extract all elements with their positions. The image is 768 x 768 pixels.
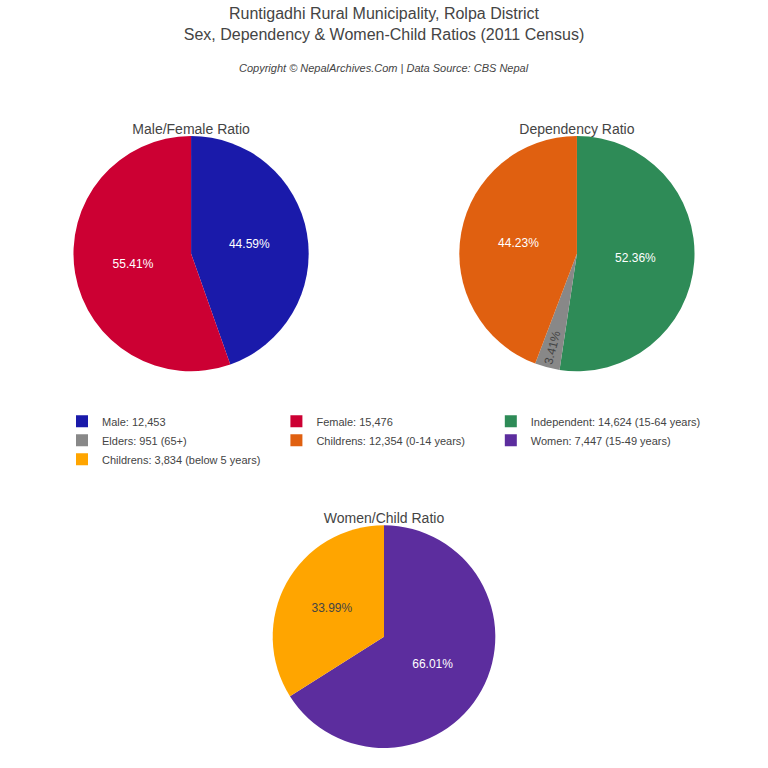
svg-text:Copyright © NepalArchives.Com: Copyright © NepalArchives.Com | Data Sou… — [239, 62, 529, 74]
svg-text:3.41%: 3.41% — [541, 329, 564, 366]
svg-text:44.23%: 44.23% — [498, 236, 539, 250]
svg-text:Dependency Ratio: Dependency Ratio — [519, 121, 634, 137]
svg-text:44.59%: 44.59% — [229, 237, 270, 251]
svg-text:55.41%: 55.41% — [113, 257, 154, 271]
svg-text:Childrens: 3,834 (below 5 year: Childrens: 3,834 (below 5 years) — [102, 454, 260, 466]
svg-text:Elders: 951 (65+): Elders: 951 (65+) — [102, 435, 187, 447]
svg-text:Women/Child Ratio: Women/Child Ratio — [324, 510, 445, 526]
svg-text:Women: 7,447 (15-49 years): Women: 7,447 (15-49 years) — [531, 435, 671, 447]
svg-text:Female: 15,476: Female: 15,476 — [316, 416, 392, 428]
svg-text:Childrens: 12,354 (0-14 years): Childrens: 12,354 (0-14 years) — [316, 435, 465, 447]
svg-text:66.01%: 66.01% — [412, 657, 453, 671]
svg-text:52.36%: 52.36% — [615, 251, 656, 265]
svg-text:Male: 12,453: Male: 12,453 — [102, 416, 166, 428]
svg-text:Independent: 14,624 (15-64 yea: Independent: 14,624 (15-64 years) — [531, 416, 700, 428]
svg-text:Male/Female Ratio: Male/Female Ratio — [132, 121, 250, 137]
svg-text:33.99%: 33.99% — [311, 601, 352, 615]
svg-text:Runtigadhi Rural Municipality,: Runtigadhi Rural Municipality, Rolpa Dis… — [184, 5, 585, 43]
